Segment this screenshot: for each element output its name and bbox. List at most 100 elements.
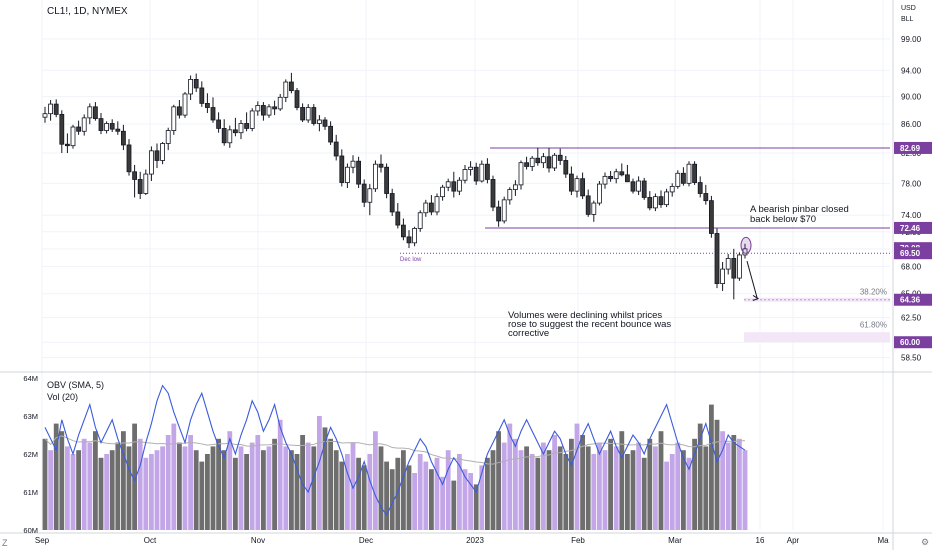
candle-body [585,195,591,215]
candle-body [591,202,597,215]
volume-bar [703,446,709,530]
volume-bar [613,446,619,530]
candle-body [300,107,306,121]
volume-bar [462,469,468,530]
obv-label[interactable]: OBV (SMA, 5) [47,380,105,390]
volume-bar [692,438,697,530]
volume-bar [569,438,574,530]
volume-bar [350,442,356,530]
volume-bar [653,446,658,530]
candle-body [597,183,602,204]
candle-body [653,196,658,209]
symbol-title[interactable]: CL1!, 1D, NYMEX [47,6,128,17]
volume-bar [115,442,121,530]
candle-body [490,179,496,208]
candle-body [277,96,283,110]
volume-bar [283,446,289,530]
volume-bar [93,431,98,530]
candle-body [260,105,266,116]
candle-body [171,106,177,131]
candle-body [697,182,703,194]
volume-bar [513,438,518,530]
candle-body [328,125,334,143]
candle-body [361,183,367,203]
volume-bar [177,442,182,530]
candle-body [692,163,697,183]
price-tick-label: 68.00 [901,262,922,271]
candle-body [725,258,731,270]
settings-icon[interactable]: ⚙ [921,537,930,547]
candle-body [434,196,440,213]
volume-bar [591,454,597,530]
volume-bar [625,454,630,530]
volume-tick-label: 63M [23,412,38,421]
volume-bar [580,435,585,530]
candle-body [580,178,585,197]
time-tick-label: Nov [251,536,265,545]
price-tick-label: 74.00 [901,211,922,220]
volume-bar [541,442,546,530]
candle-body [557,154,563,161]
volume-bar [535,457,541,530]
volume-bar [552,435,557,530]
volume-bar [440,476,445,530]
candle-body [339,155,345,183]
volume-bar [518,450,524,530]
volume-bar [395,457,401,530]
candle-body [709,200,714,234]
volume-bar [524,446,529,530]
volume-bar [121,431,126,530]
candle-body [613,171,619,180]
zoom-button[interactable]: Z [2,538,8,548]
vol-label[interactable]: Vol (20) [47,392,79,402]
volume-bar [289,450,294,530]
volume-tick-label: 60M [23,526,38,535]
candle-body [137,179,143,194]
volume-bar [266,446,272,530]
volume-bar [619,431,625,530]
volume-bar [244,454,249,530]
volume-bar [451,480,457,530]
candle-body [445,181,451,188]
candle-body [272,106,278,110]
price-badge-label: 82.69 [900,144,921,153]
candle-body [619,171,625,176]
volume-bar [406,465,412,530]
candle-body [255,105,261,112]
candle-body [681,172,686,184]
time-tick-label: Ma [877,536,889,545]
volume-bar [389,469,395,530]
candle-body [154,150,160,161]
candle-body [132,171,138,180]
candle-body [630,181,636,192]
volume-note: Volumes were declining whilst prices [508,310,662,321]
candle-body [496,206,502,222]
volume-bar [496,431,501,530]
candle-body [541,156,546,164]
pinbar-note: A bearish pinbar closed [750,204,849,215]
unit-label: BLL [901,16,914,23]
volume-bar [311,446,317,530]
fib-label: 38.20% [860,288,887,297]
candle-body [165,130,171,144]
volume-bar [53,423,59,530]
candle-body [384,166,390,194]
price-badge [894,221,932,234]
volume-bar [300,435,305,530]
candle-body [440,186,446,198]
price-badge-label: 60.00 [900,338,921,347]
candle-body [148,150,154,175]
volume-bar [490,450,496,530]
volume-bar [87,442,93,530]
volume-bar [423,461,429,530]
volume-bar [714,419,720,530]
candle-body [204,103,210,108]
volume-bar [328,438,333,530]
volume-bar [356,457,361,530]
volume-note: corrective [508,328,549,339]
volume-bar [322,427,328,530]
volume-bar [182,446,188,530]
candle-body [400,224,406,238]
candle-body [737,254,742,279]
